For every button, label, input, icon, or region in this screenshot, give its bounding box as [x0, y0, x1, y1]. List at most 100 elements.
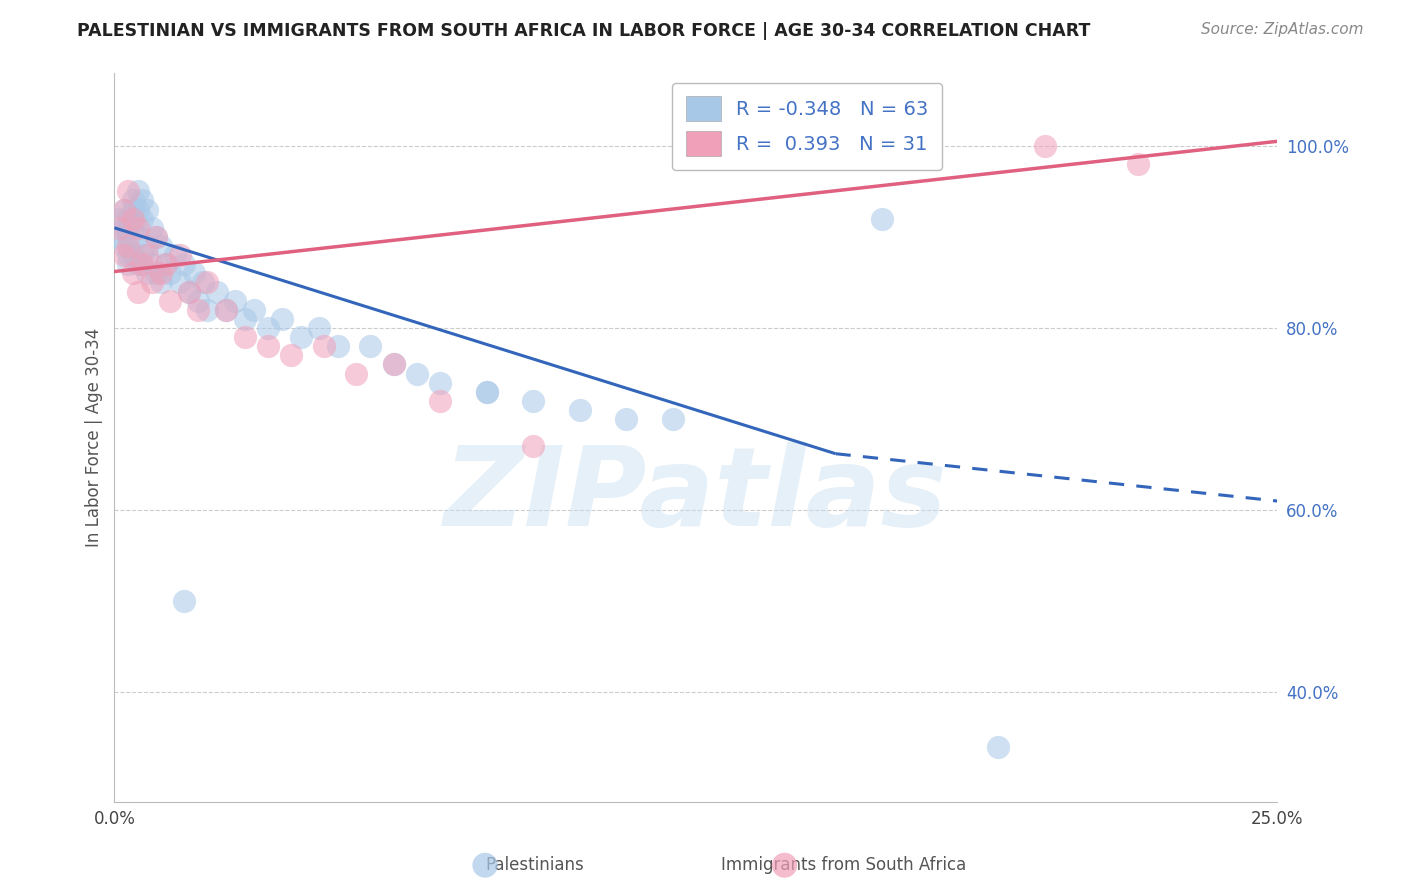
Point	[122, 202, 145, 217]
Point	[344, 367, 367, 381]
Point	[257, 321, 280, 335]
Point	[522, 393, 544, 408]
Point	[177, 285, 200, 299]
Point	[382, 358, 405, 372]
Point	[108, 230, 131, 244]
Point	[169, 276, 191, 290]
Point	[243, 302, 266, 317]
Point	[145, 266, 167, 280]
Point	[522, 439, 544, 453]
Point	[308, 321, 330, 335]
Point	[1033, 139, 1056, 153]
Point	[224, 293, 246, 308]
Point	[987, 739, 1010, 754]
Text: Palestinians: Palestinians	[485, 856, 583, 874]
Point	[117, 248, 139, 262]
Point	[136, 266, 159, 280]
Point	[108, 220, 131, 235]
Point	[233, 330, 256, 344]
Point	[149, 239, 172, 253]
Point	[145, 230, 167, 244]
Point	[197, 302, 219, 317]
Point	[280, 348, 302, 362]
Point	[122, 266, 145, 280]
Point	[136, 202, 159, 217]
Point	[312, 339, 335, 353]
Point	[122, 194, 145, 208]
Point	[127, 257, 149, 271]
Point	[141, 220, 163, 235]
Point	[215, 302, 238, 317]
Point	[112, 220, 135, 235]
Point	[429, 393, 451, 408]
Point	[136, 239, 159, 253]
Text: PALESTINIAN VS IMMIGRANTS FROM SOUTH AFRICA IN LABOR FORCE | AGE 30-34 CORRELATI: PALESTINIAN VS IMMIGRANTS FROM SOUTH AFR…	[77, 22, 1091, 40]
Point	[187, 302, 209, 317]
Point	[173, 257, 195, 271]
Point	[112, 202, 135, 217]
Point	[141, 276, 163, 290]
Point	[117, 257, 139, 271]
Point	[159, 266, 181, 280]
Point	[131, 194, 153, 208]
Point	[127, 220, 149, 235]
Point	[326, 339, 349, 353]
Point	[136, 248, 159, 262]
Point	[117, 220, 139, 235]
Point	[122, 248, 145, 262]
Point	[141, 257, 163, 271]
Point	[475, 384, 498, 399]
Point	[155, 257, 177, 271]
Point	[149, 276, 172, 290]
Point	[149, 266, 172, 280]
Text: Immigrants from South Africa: Immigrants from South Africa	[721, 856, 966, 874]
Point	[870, 211, 893, 226]
Point	[117, 185, 139, 199]
Point	[1126, 157, 1149, 171]
Point	[163, 248, 186, 262]
Point	[169, 248, 191, 262]
Point	[112, 239, 135, 253]
Point	[131, 257, 153, 271]
Point	[257, 339, 280, 353]
Point	[382, 358, 405, 372]
Point	[117, 239, 139, 253]
Legend: R = -0.348   N = 63, R =  0.393   N = 31: R = -0.348 N = 63, R = 0.393 N = 31	[672, 83, 942, 169]
Point	[131, 248, 153, 262]
Text: ZIPatlas: ZIPatlas	[444, 442, 948, 549]
Point	[112, 202, 135, 217]
Text: Source: ZipAtlas.com: Source: ZipAtlas.com	[1201, 22, 1364, 37]
Point	[122, 220, 145, 235]
Point	[197, 276, 219, 290]
Point	[173, 594, 195, 608]
Y-axis label: In Labor Force | Age 30-34: In Labor Force | Age 30-34	[86, 327, 103, 547]
Point	[359, 339, 381, 353]
Point	[117, 211, 139, 226]
Point	[205, 285, 228, 299]
Point	[475, 384, 498, 399]
Point	[117, 230, 139, 244]
Point	[122, 211, 145, 226]
Point	[429, 376, 451, 390]
Point	[127, 230, 149, 244]
Point	[127, 185, 149, 199]
Point	[155, 257, 177, 271]
Point	[127, 202, 149, 217]
Point	[159, 293, 181, 308]
Point	[145, 230, 167, 244]
Point	[131, 211, 153, 226]
Point	[661, 412, 683, 426]
Point	[215, 302, 238, 317]
Point	[177, 285, 200, 299]
Point	[112, 248, 135, 262]
Point	[127, 285, 149, 299]
Point	[270, 312, 292, 326]
Point	[614, 412, 637, 426]
Point	[290, 330, 312, 344]
Point	[108, 211, 131, 226]
Point	[183, 266, 205, 280]
Point	[191, 276, 214, 290]
Point	[233, 312, 256, 326]
Point	[187, 293, 209, 308]
Point	[568, 403, 591, 417]
